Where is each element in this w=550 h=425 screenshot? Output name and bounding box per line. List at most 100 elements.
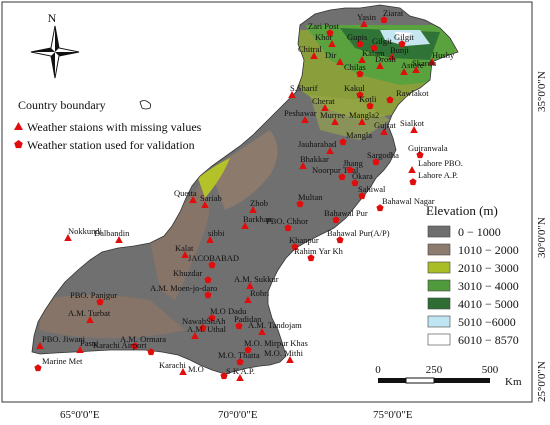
validation-station-icon <box>356 40 364 48</box>
validation-station-icon <box>358 192 366 200</box>
station: Mangla2 <box>349 110 379 125</box>
missing-station-icon <box>76 346 84 353</box>
validation-station-icon <box>96 298 104 306</box>
station-label: Bahawal Nagar <box>382 196 435 206</box>
scale-tick-500: 500 <box>482 364 499 376</box>
station-label: Gilgit <box>372 36 392 46</box>
station-label: PBO. Panjgur <box>70 290 117 300</box>
station: Bahawal Pur <box>324 208 368 224</box>
station-label: Zhob <box>250 198 268 208</box>
validation-station-icon <box>204 276 212 284</box>
station-label: M.O <box>188 364 204 374</box>
missing-station-icon <box>380 128 388 135</box>
station: Cherat <box>312 96 335 111</box>
station: Bunji <box>388 45 410 60</box>
validation-station-icon <box>356 70 364 78</box>
validation-station-icon <box>208 314 216 322</box>
station: Kakul <box>344 83 365 99</box>
elevation-midland-ridge <box>150 185 209 300</box>
scale-segment-2 <box>405 377 435 384</box>
station-label: S.Sharif <box>290 83 318 93</box>
station: M.O <box>188 364 228 380</box>
missing-station-icon <box>258 328 266 335</box>
station: Gilgit <box>370 36 392 52</box>
station-label: Mangla <box>346 130 372 140</box>
station: PBO. Chhor <box>266 216 308 232</box>
station: Karachi <box>159 360 187 375</box>
station: Marine Met <box>34 356 83 372</box>
missing-station-icon <box>236 374 244 381</box>
station: NawabShAh <box>182 316 226 332</box>
station-label: Yasin <box>357 12 377 22</box>
station: Barkhan <box>241 214 273 229</box>
station-label: Cherat <box>312 96 335 106</box>
station: A.M. Ormara <box>120 334 166 350</box>
station: Khanpur <box>289 235 319 251</box>
elevation-midland-west <box>40 295 185 338</box>
missing-station-icon <box>249 206 257 213</box>
missing-station-icon <box>310 52 318 59</box>
boundary-symbol-icon <box>139 100 152 110</box>
lon-label-75: 75°0'0"E <box>373 409 413 421</box>
station-label: M.O. Mithi <box>264 348 304 358</box>
north-arrow-label: N <box>48 11 57 25</box>
legend-missing-label: Weather staions with missing values <box>27 120 202 134</box>
scale-segment-1 <box>378 378 406 383</box>
station: Lahore PBO. <box>408 158 463 173</box>
station-label: M.O. Thatta <box>218 350 260 360</box>
missing-station-icon <box>286 356 294 363</box>
validation-station-icon <box>291 243 299 251</box>
elevation-legend-title: Elevation (m) <box>426 203 498 218</box>
validation-station-icon <box>366 102 374 110</box>
station: Khor <box>315 32 336 47</box>
validation-station-icon <box>199 324 207 332</box>
station-label: Okara <box>352 171 373 181</box>
station: Jhang <box>343 158 364 174</box>
scale-segment-3 <box>434 378 490 383</box>
station: Sahiwal <box>358 184 386 200</box>
station-label: Sialkot <box>400 118 425 128</box>
validation-station-icon <box>372 158 380 166</box>
station: M.O Dadu <box>208 306 247 322</box>
station-label: Gujrat <box>374 120 396 130</box>
station: Nokkundi <box>64 226 103 241</box>
station: Drosh <box>375 54 397 69</box>
station: PBO. Panjgur <box>70 290 117 306</box>
station-label: Dir <box>325 50 337 60</box>
station: Rahim Yar Kh <box>294 246 344 262</box>
station: Bhakkar <box>299 154 329 169</box>
elevation-class-label: 2010 − 3000 <box>458 261 519 275</box>
missing-station-icon <box>376 62 384 69</box>
elevation-class-label: 6010 − 8570 <box>458 333 519 347</box>
station: A.M. Sukkur <box>234 274 279 289</box>
station-label: Bahawal Pur <box>324 208 368 218</box>
station-label: Kakul <box>344 83 365 93</box>
station: Padidan <box>234 314 262 330</box>
missing-station-icon <box>244 296 252 303</box>
missing-station-icon <box>321 104 329 111</box>
stations-layer: Ziarat Zari Post Yasin Khor Chitral Gupis Gilg… <box>34 8 463 381</box>
elevation-peak-snow <box>395 32 412 40</box>
station-label: Sargodha <box>367 150 399 160</box>
station-label: Marine Met <box>42 356 83 366</box>
legend-validation-label: Weather station used for validation <box>27 138 195 152</box>
validation-station-icon <box>296 200 304 208</box>
station-label: Skardu <box>412 58 437 68</box>
validation-station-icon <box>339 138 347 146</box>
validation-station-icon <box>208 261 216 269</box>
missing-station-icon <box>86 316 94 323</box>
validation-station-icon <box>338 173 346 181</box>
station: M.O. Mithi <box>264 348 304 363</box>
validation-station-icon <box>351 179 359 187</box>
validation-station-icon <box>386 96 394 104</box>
station-label: Drosh <box>375 54 397 64</box>
station-label: Zari Post <box>308 21 340 31</box>
station-label: A.M. Tandojam <box>248 320 302 330</box>
station-label: Rohri <box>250 288 270 298</box>
map-legend: Country boundary Weather staions with mi… <box>14 98 202 152</box>
station: Gilgit <box>394 32 414 48</box>
missing-station-icon <box>388 53 396 60</box>
validation-station-icon <box>307 254 315 262</box>
station-label: Bhakkar <box>300 154 329 164</box>
station: M.O. Thatta <box>218 350 260 366</box>
